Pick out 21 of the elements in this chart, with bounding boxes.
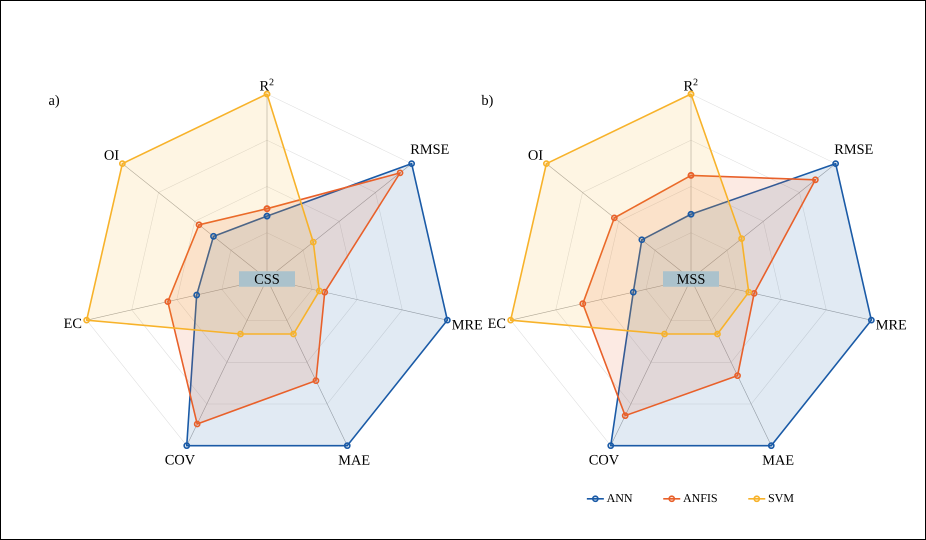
spoke-label: MAE xyxy=(338,455,370,465)
spoke-label: R$^{2}$ xyxy=(684,78,698,90)
legend-label: ANN xyxy=(606,494,632,502)
spoke-label: COV xyxy=(589,454,619,465)
legend-label: ANFIS xyxy=(683,494,717,502)
text: MSS xyxy=(677,274,704,284)
spoke-label: R$^{2}$ xyxy=(260,78,274,90)
spoke-label: RMSE xyxy=(410,144,449,154)
legend-label: SVM xyxy=(768,494,794,502)
spoke-label: OI xyxy=(104,150,119,160)
spoke-label: MRE xyxy=(452,320,482,330)
spoke-label: MRE xyxy=(876,320,906,330)
spoke-label: EC xyxy=(488,318,506,328)
spoke-label: COV xyxy=(165,454,195,465)
text: CSS xyxy=(254,274,279,284)
spoke-label: RMSE xyxy=(834,144,873,154)
text: b) xyxy=(481,94,493,108)
spoke-label: EC xyxy=(64,318,82,328)
spoke-label: OI xyxy=(528,150,543,160)
spoke-label: MAE xyxy=(762,455,794,465)
text: a) xyxy=(49,94,60,108)
